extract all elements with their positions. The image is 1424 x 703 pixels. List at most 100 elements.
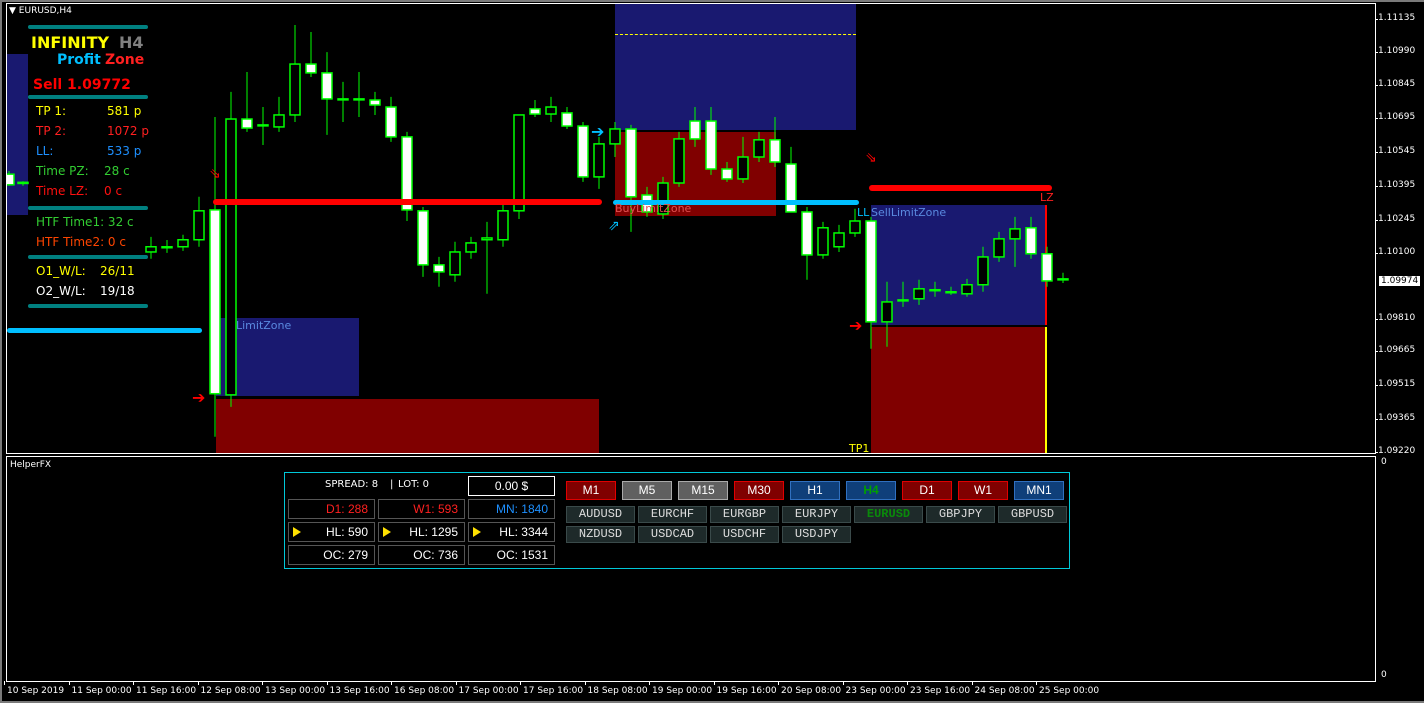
bull-candle-body [353, 98, 365, 101]
candle [401, 131, 413, 221]
menu-triangle-icon[interactable]: ▼ [9, 6, 16, 16]
candle [849, 208, 861, 237]
symbol-button-usdchf[interactable]: USDCHF [710, 526, 779, 543]
bull-candle-body [1057, 278, 1069, 281]
symbol-button-usdjpy[interactable]: USDJPY [782, 526, 851, 543]
bull-candle-body [737, 156, 749, 180]
candle [577, 121, 589, 182]
lz-label: LZ [1040, 191, 1054, 204]
arrow-right-icon: ➔ [192, 388, 206, 407]
htf-time2: HTF Time2: 0 c [36, 235, 126, 249]
sub-axis-bottom: 0 [1381, 670, 1387, 680]
dashed-level [615, 34, 856, 35]
candle [753, 131, 765, 162]
main-chart[interactable]: BuyLimitZone LimitZone LL SellLimitZone … [6, 3, 1376, 454]
symbol-button-gbpusd[interactable]: GBPUSD [998, 506, 1067, 523]
left-limit-label: LimitZone [236, 319, 292, 332]
bull-candle-body [833, 232, 845, 248]
play-triangle-icon [473, 527, 481, 537]
symbol-button-eurjpy[interactable]: EURJPY [782, 506, 851, 523]
bull-candle-body [513, 114, 525, 212]
symbol-button-eurchf[interactable]: EURCHF [638, 506, 707, 523]
panel-row-value: 1072 p [107, 124, 149, 138]
timeframe-button-h4[interactable]: H4 [846, 481, 896, 500]
bull-candle-body [161, 246, 173, 249]
candle [289, 24, 301, 122]
candle [1025, 216, 1037, 259]
candles-layer [7, 24, 1069, 437]
time-tick: 17 Sep 00:00 [455, 681, 519, 696]
price-tick: 1.09365 [1374, 413, 1416, 424]
panel-row-label: LL: [36, 144, 54, 158]
candle [529, 100, 541, 117]
time-tick: 13 Sep 16:00 [326, 681, 390, 696]
candle [721, 161, 733, 182]
timeframe-button-d1[interactable]: D1 [902, 481, 952, 500]
bear-candle-body [689, 120, 701, 140]
bull-candle-body [929, 288, 941, 292]
timeframe-button-m15[interactable]: M15 [678, 481, 728, 500]
candle [433, 256, 445, 287]
bull-candle-body [593, 143, 605, 178]
lot-text: LOT: 0 [398, 479, 430, 490]
candle [625, 124, 637, 232]
o2-label: O2_W/L: [36, 284, 86, 298]
red-level-line-right [869, 185, 1052, 191]
helperfx-subwindow[interactable]: HelperFX [6, 456, 1376, 682]
bear-candle-body [705, 120, 717, 170]
timeframe-button-m30[interactable]: M30 [734, 481, 784, 500]
price-tick: 1.10100 [1374, 247, 1416, 258]
oc-w1: OC: 736 [378, 545, 465, 565]
candle [689, 107, 701, 147]
symbol-button-eurusd[interactable]: EURUSD [854, 506, 923, 523]
sub-axis-top: 0 [1381, 457, 1387, 467]
price-tick: 1.09220 [1374, 446, 1416, 456]
hl-cell: HL: 1295 [378, 522, 465, 542]
candle [737, 136, 749, 183]
timeframe-button-w1[interactable]: W1 [958, 481, 1008, 500]
symbol-button-audusd[interactable]: AUDUSD [566, 506, 635, 523]
panel-zone: Zone [105, 52, 145, 68]
bear-candle-body [625, 128, 637, 198]
candle [865, 216, 877, 349]
hl-cell: HL: 590 [288, 522, 375, 542]
time-tick: 20 Sep 08:00 [777, 681, 842, 696]
bear-candle-body [417, 210, 429, 266]
timeframe-button-m1[interactable]: M1 [566, 481, 616, 500]
tp1-label: TP1 [849, 442, 870, 454]
bear-candle-body [529, 108, 541, 115]
panel-divider [28, 25, 148, 29]
bull-candle-body [753, 139, 765, 158]
candle [241, 71, 253, 132]
time-tick: 25 Sep 00:00 [1035, 681, 1100, 696]
bear-candle-body [801, 211, 813, 256]
oc-mn: OC: 1531 [468, 545, 555, 565]
time-tick: 23 Sep 16:00 [906, 681, 971, 696]
bear-candle-body [7, 173, 15, 186]
panel-row-label: TP 2: [36, 124, 67, 138]
timeframe-button-h1[interactable]: H1 [790, 481, 840, 500]
symbol-button-nzdusd[interactable]: NZDUSD [566, 526, 635, 543]
bull-candle-body [977, 256, 989, 286]
panel-row-label: Time LZ: [36, 184, 89, 198]
bull-candle-body [193, 210, 205, 241]
candle [705, 107, 717, 175]
symbol-button-eurgbp[interactable]: EURGBP [710, 506, 779, 523]
symbol-button-usdcad[interactable]: USDCAD [638, 526, 707, 543]
helperfx-panel: SPREAD: 8 | LOT: 0 0.00 $ D1: 288 W1: 59… [284, 472, 1070, 569]
bull-candle-body [849, 220, 861, 234]
timeframe-button-mn1[interactable]: MN1 [1014, 481, 1064, 500]
candle [273, 96, 285, 132]
candle [449, 241, 461, 282]
bull-candle-body [497, 210, 509, 241]
symbol-button-gbpjpy[interactable]: GBPJPY [926, 506, 995, 523]
timeframe-button-m5[interactable]: M5 [622, 481, 672, 500]
play-triangle-icon [293, 527, 301, 537]
candle [17, 181, 29, 186]
bull-candle-body [1009, 228, 1021, 240]
candle [465, 236, 477, 259]
arrow-down-right-icon: ⇘ [209, 166, 221, 182]
bear-candle-body [1041, 253, 1053, 282]
w1-range: W1: 593 [378, 499, 465, 519]
